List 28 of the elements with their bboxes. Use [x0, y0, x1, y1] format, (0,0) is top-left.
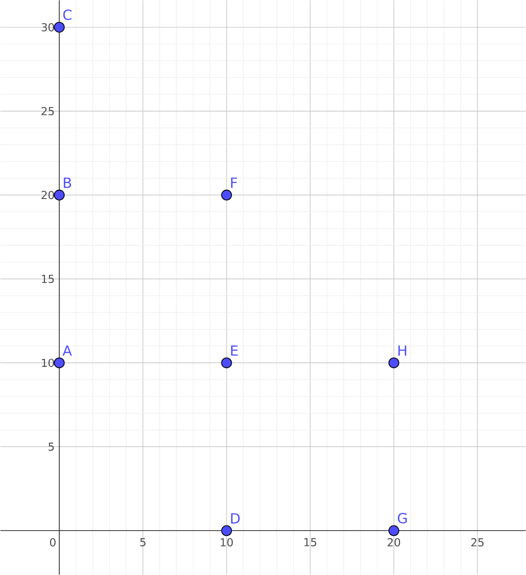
y-tick-label: 5: [48, 442, 54, 451]
point: [221, 357, 232, 368]
y-tick-label: 25: [42, 106, 54, 116]
x-tick-label: 20: [388, 538, 400, 546]
point: [54, 190, 65, 200]
point: [221, 190, 232, 200]
annotation: G: [398, 512, 407, 524]
point: [388, 525, 400, 536]
x-tick-label: 15: [304, 538, 316, 546]
y-tick-label: 15: [42, 274, 54, 284]
y-tick-label: 20: [42, 190, 54, 200]
point: [388, 357, 400, 368]
x-tick-label: 25: [471, 538, 484, 546]
x-tick-label: 10: [220, 538, 233, 546]
x-tick-label: 5: [140, 538, 146, 546]
annotation: B: [64, 178, 72, 188]
y-tick-label: 30: [42, 23, 54, 32]
point: [54, 357, 65, 368]
point: [54, 22, 65, 33]
y-tick-label: 10: [42, 358, 54, 367]
annotation: D: [231, 513, 240, 524]
annotation: A: [62, 345, 72, 356]
annotation: C: [63, 9, 72, 20]
annotation: H: [398, 345, 406, 356]
x-tick-label: 0: [50, 538, 56, 546]
annotation: E: [231, 345, 238, 356]
annotation: F: [231, 178, 237, 188]
point: [221, 525, 232, 536]
